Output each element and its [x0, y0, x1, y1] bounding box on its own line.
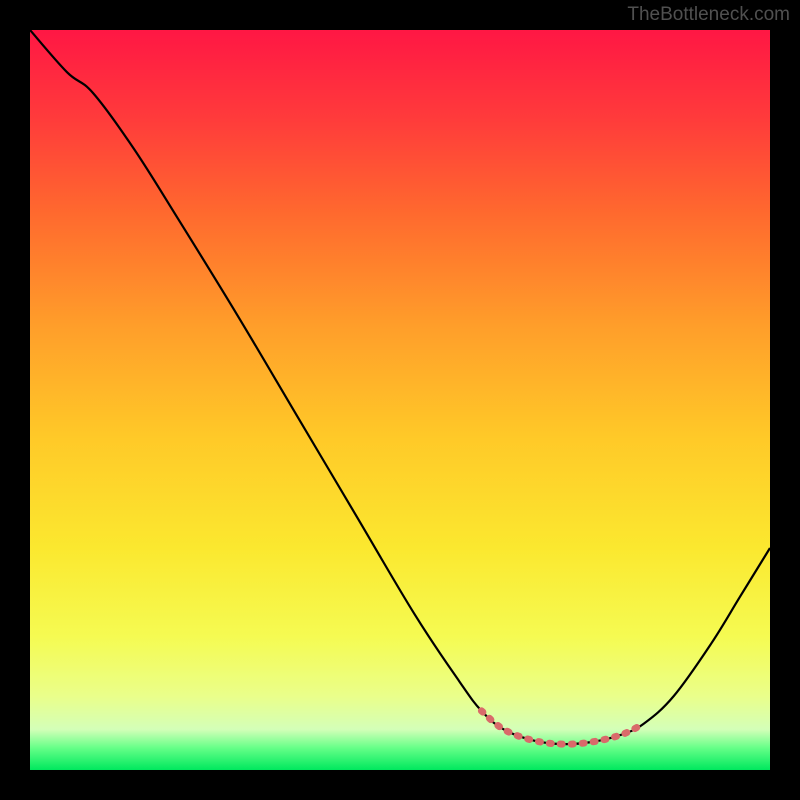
- bottleneck-curve: [30, 30, 770, 744]
- chart-curve-layer: [30, 30, 770, 770]
- watermark-text: TheBottleneck.com: [627, 4, 790, 26]
- optimal-range-marker: [481, 711, 644, 744]
- chart-plot-area: [30, 30, 770, 770]
